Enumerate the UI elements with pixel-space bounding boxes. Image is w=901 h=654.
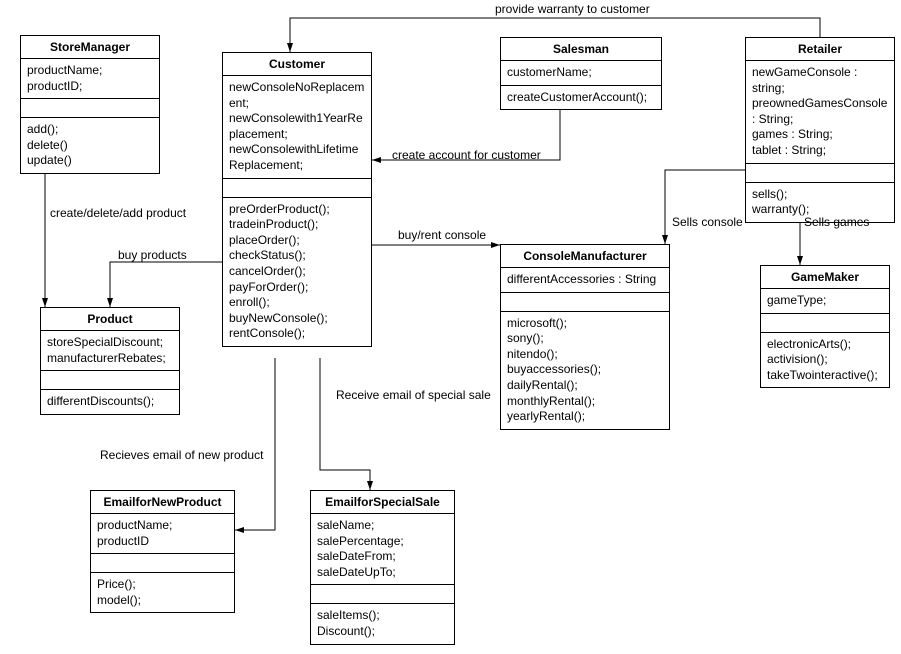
spacer [41,371,179,390]
attributes: productName; productID; [21,59,159,99]
class-title: StoreManager [21,36,159,59]
attributes: gameType; [761,289,889,314]
spacer [311,585,454,604]
class-title: EmailforNewProduct [91,491,234,514]
attributes: newGameConsole : string; preownedGamesCo… [746,61,894,164]
class-title: Salesman [501,38,661,61]
edge-label-sellsconsole: Sells console [672,215,743,229]
attributes: productName; productID [91,514,234,554]
methods: microsoft(); sony(); nitendo(); buyacces… [501,312,669,429]
edge-label-receiveemailnew: Recieves email of new product [100,448,263,462]
attributes: newConsoleNoReplacement; newConsolewith1… [223,76,371,179]
class-storemanager: StoreManager productName; productID; add… [20,35,160,174]
methods: saleItems(); Discount(); [311,604,454,643]
spacer [746,164,894,183]
methods: Price(); model(); [91,573,234,612]
edge-label-warranty: provide warranty to customer [495,2,650,16]
spacer [761,314,889,333]
class-title: Retailer [746,38,894,61]
spacer [91,554,234,573]
methods: differentDiscounts(); [41,390,179,414]
attributes: saleName; salePercentage; saleDateFrom; … [311,514,454,585]
attributes: differentAccessories : String [501,268,669,293]
methods: createCustomerAccount(); [501,86,661,110]
attributes: storeSpecialDiscount; manufacturerRebate… [41,331,179,371]
class-title: GameMaker [761,266,889,289]
class-emailspecialsale: EmailforSpecialSale saleName; salePercen… [310,490,455,645]
class-title: Product [41,308,179,331]
class-title: ConsoleManufacturer [501,245,669,268]
class-salesman: Salesman customerName; createCustomerAcc… [500,37,662,110]
attributes: customerName; [501,61,661,86]
class-retailer: Retailer newGameConsole : string; preown… [745,37,895,223]
edge-label-sellsgames: Sells games [804,215,869,229]
class-title: Customer [223,53,371,76]
edge-label-receiveemailsale: Receive email of special sale [336,388,491,402]
class-product: Product storeSpecialDiscount; manufactur… [40,307,180,415]
class-consolemanufacturer: ConsoleManufacturer differentAccessories… [500,244,670,430]
class-title: EmailforSpecialSale [311,491,454,514]
class-emailnewproduct: EmailforNewProduct productName; productI… [90,490,235,613]
methods: preOrderProduct(); tradeinProduct(); pla… [223,198,371,346]
spacer [223,179,371,198]
edge-label-createdeleteadd: create/delete/add product [50,206,186,220]
class-gamemaker: GameMaker gameType; electronicArts(); ac… [760,265,890,388]
spacer [21,99,159,118]
methods: add(); delete() update() [21,118,159,173]
edge-label-buyrentconsole: buy/rent console [398,228,486,242]
spacer [501,293,669,312]
methods: electronicArts(); activision(); takeTwoi… [761,333,889,388]
edge-label-createaccount: create account for customer [392,148,541,162]
class-customer: Customer newConsoleNoReplacement; newCon… [222,52,372,347]
edge-label-buyproducts: buy products [118,248,187,262]
